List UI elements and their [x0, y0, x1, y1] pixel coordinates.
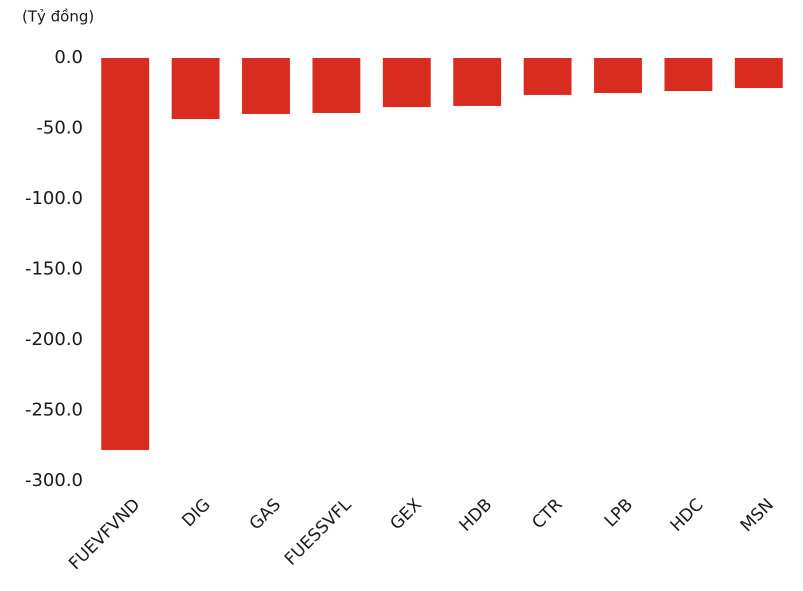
bar [453, 58, 502, 106]
y-tick-label: -300.0 [25, 470, 83, 491]
x-tick-label: MSN [737, 495, 778, 536]
x-tick-label: CTR [528, 495, 566, 533]
y-tick-label: -150.0 [25, 259, 83, 280]
x-tick-label: FUEVFVND [65, 495, 144, 574]
bar [382, 58, 431, 108]
bar [101, 58, 150, 450]
bar [242, 58, 290, 114]
y-tick-label: -50.0 [36, 118, 83, 139]
bar [171, 58, 220, 120]
x-tick-label: LPB [601, 495, 637, 531]
x-tick-label: GAS [246, 495, 285, 534]
x-tick-label: DIG [178, 495, 214, 531]
bar [594, 58, 642, 93]
bar [734, 58, 783, 89]
axis-unit-label: (Tỷ đồng) [22, 8, 94, 26]
x-tick-label: FUESSVFL [281, 495, 356, 570]
x-tick-label: HDC [667, 495, 708, 536]
y-tick-label: -250.0 [25, 400, 83, 421]
bar [312, 58, 361, 113]
y-tick-label: -100.0 [25, 188, 83, 209]
y-tick-label: 0.0 [54, 47, 83, 68]
bar [664, 58, 713, 91]
bar [523, 58, 572, 95]
x-tick-label: GEX [387, 495, 427, 535]
y-tick-label: -200.0 [25, 329, 83, 350]
x-tick-label: HDB [456, 495, 497, 536]
